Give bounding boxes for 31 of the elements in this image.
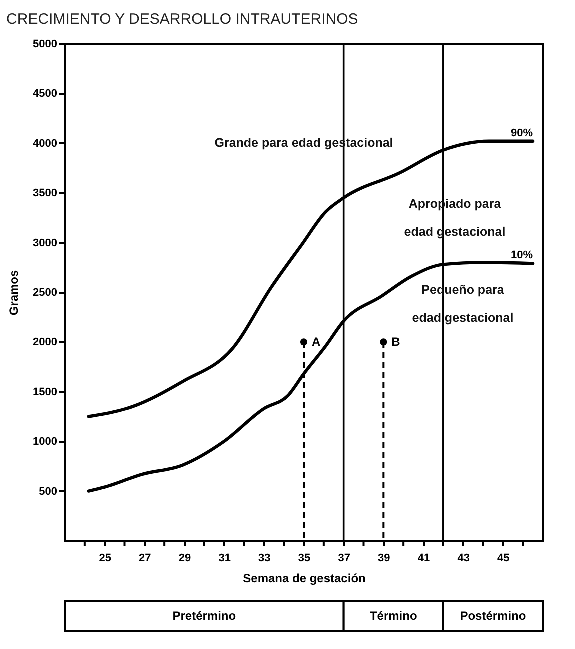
x-tick-label: 39 [378,552,390,564]
x-tick-label: 27 [139,552,152,564]
x-tick-label: 37 [338,552,350,564]
text: Término [370,609,418,623]
x-tick-label: 45 [498,552,510,564]
x-tick-label: 41 [418,552,430,564]
series-label: A [312,335,321,350]
y-tick-label: 1000 [33,436,58,448]
y-tick-label: 1500 [33,386,58,398]
y-tick-label: 500 [39,486,58,498]
y-tick-label: 2500 [33,287,58,299]
y-tick-label: 3500 [33,188,58,200]
y-tick-label: 4500 [33,88,58,100]
x-tick-label: 43 [458,552,470,564]
x-tick-label: 31 [218,552,231,564]
x-tick-label: 35 [298,552,311,564]
series-label: B [392,335,401,350]
x-tick-label: 33 [258,552,271,564]
y-tick-label: 4000 [33,138,58,150]
x-tick-label: 25 [99,552,112,564]
series-label: 10% [511,250,534,262]
y-tick-label: 5000 [33,38,58,50]
x-axis-title: Semana de gestación [243,572,366,586]
y-axis-title: Gramos [7,270,22,316]
y-tick-label: 3000 [33,237,58,250]
x-tick-label: 29 [178,552,192,564]
text: Pretérmino [172,609,236,623]
y-tick-label: 2000 [33,336,58,349]
text: Postérmino [460,609,526,623]
series-label: 90% [511,127,534,140]
chart-title: CRECIMIENTO Y DESARROLLO INTRAUTERINOS [6,11,358,28]
